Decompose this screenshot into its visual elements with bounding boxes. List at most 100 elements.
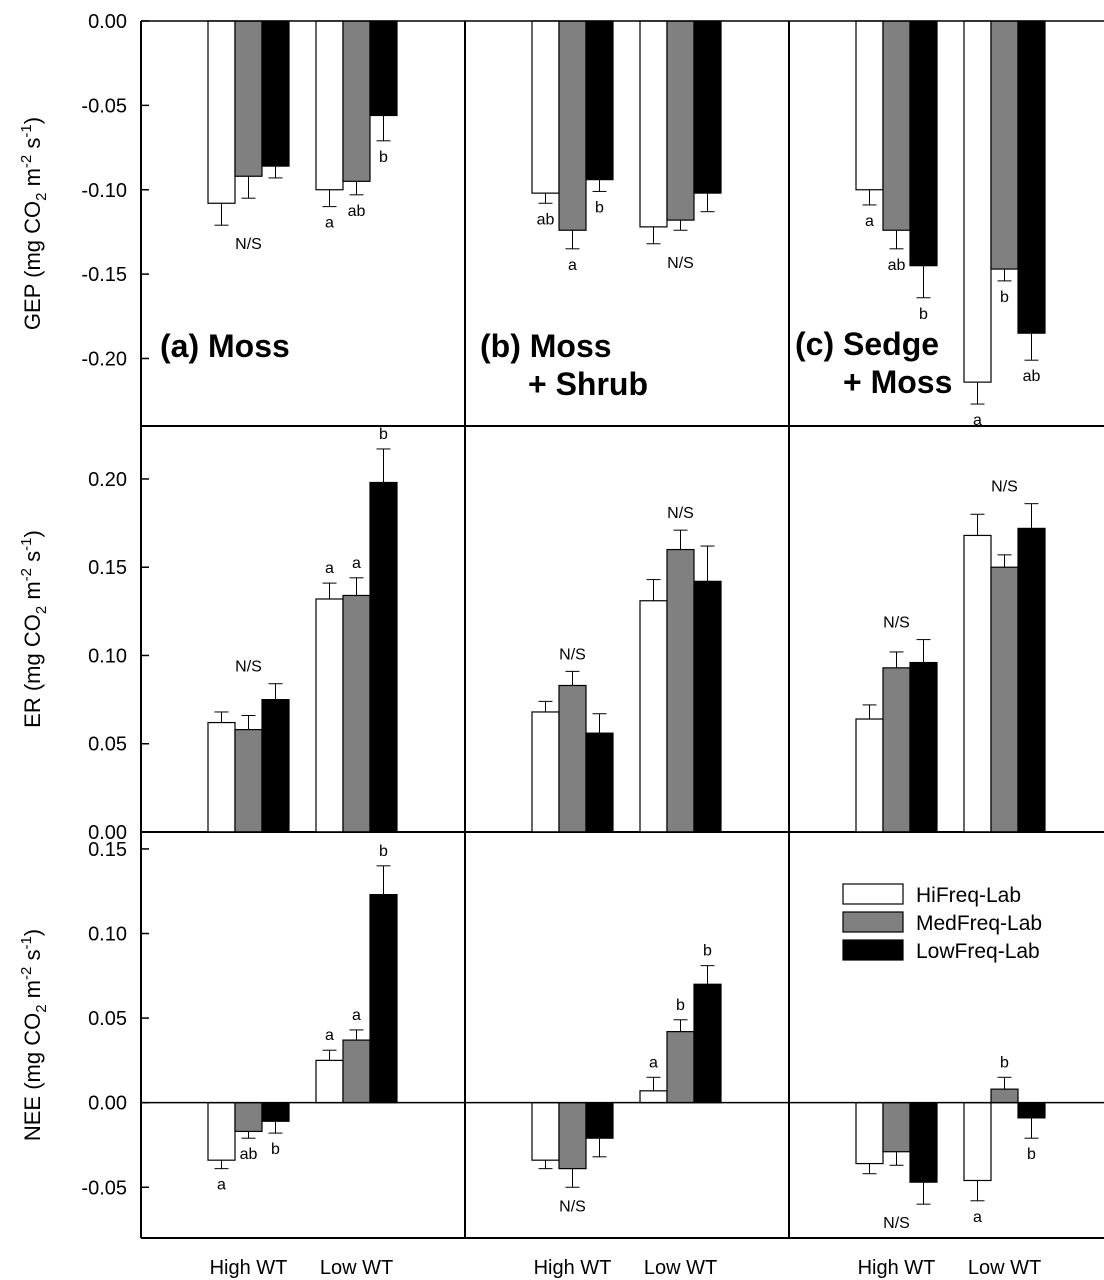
nee-panel-2-bar-lowfreq (585, 1102, 614, 1139)
gep-panel-3-bar-medfreq (990, 20, 1019, 270)
panel-title: (b) Moss (480, 328, 612, 364)
nee-panel-3-annotation: N/S (883, 1215, 910, 1232)
gep-panel-1-bar-hifreq (315, 20, 344, 191)
nee-panel-2-bar-medfreq (666, 1031, 695, 1104)
gep-ytick-label: -0.05 (81, 95, 127, 117)
gep-panel-1-annotation: b (379, 149, 388, 166)
nee-panel-1-annotation: b (271, 1141, 280, 1158)
bar-marks (207, 20, 1046, 1183)
er-panel-2-bar-medfreq (558, 684, 587, 833)
gep-panel-3-annotation: ab (888, 257, 906, 274)
nee-panel-1-bar-hifreq (207, 1102, 236, 1161)
nee-panel-1-annotation: a (217, 1177, 226, 1194)
error-bars (214, 115, 1039, 1205)
gep-panel-1-annotation: a (325, 215, 334, 232)
nee-panel-2-bar-lowfreq (693, 983, 722, 1104)
gep-panel-3-bar-hifreq (855, 20, 884, 191)
er-panel-2-bar-hifreq (639, 600, 668, 833)
gep-panel-3-annotation: ab (1023, 368, 1041, 385)
er-panel-1-bar-hifreq (207, 721, 236, 833)
nee-panel-3-bar-medfreq (990, 1088, 1019, 1104)
gep-panel-1-annotation: ab (348, 203, 366, 220)
er-panel-1-annotation: N/S (235, 659, 262, 676)
er-panel-1-bar-medfreq (234, 729, 263, 833)
legend-label-lowfreq: LowFreq-Lab (916, 940, 1040, 963)
gep-panel-1-bar-lowfreq (261, 20, 290, 167)
gep-panel-2-bar-medfreq (666, 20, 695, 221)
nee-panel-1-bar-medfreq (342, 1039, 371, 1104)
nee-ytick-label: 0.00 (88, 1093, 127, 1115)
nee-ytick-label: 0.15 (88, 839, 127, 861)
er-panel-2-bar-lowfreq (693, 580, 722, 833)
nee-panel-3-bar-medfreq (882, 1102, 911, 1153)
gep-ytick-label: -0.20 (81, 349, 127, 371)
gep-ytick-label: 0.00 (88, 11, 127, 33)
er-panel-2-bar-lowfreq (585, 732, 614, 833)
gep-ytick-label: -0.15 (81, 264, 127, 286)
nee-panel-3-annotation: a (973, 1209, 982, 1226)
nee-panel-1-annotation: a (325, 1027, 334, 1044)
gep-panel-2-bar-hifreq (531, 20, 560, 194)
panel-title: + Moss (843, 364, 952, 400)
gep-axis-label: GEP (mg CO2 m-2 s-1) (18, 117, 50, 330)
er-ytick-label: 0.00 (88, 822, 127, 844)
nee-panel-1-annotation: ab (240, 1146, 258, 1163)
panel-title: (a) Moss (160, 328, 290, 364)
nee-panel-3-bar-hifreq (855, 1102, 884, 1165)
legend-label-medfreq: MedFreq-Lab (916, 912, 1042, 935)
er-panel-3-bar-lowfreq (909, 661, 938, 833)
nee-panel-2-annotation: b (676, 997, 685, 1014)
gep-panel-2-annotation: b (595, 199, 604, 216)
nee-panel-1-bar-hifreq (315, 1059, 344, 1104)
nee-panel-3-bar-lowfreq (909, 1102, 938, 1183)
er-panel-1-annotation: b (379, 426, 388, 443)
x-category-label: High WT (534, 1257, 612, 1279)
gep-panel-1-bar-lowfreq (369, 20, 398, 117)
er-ytick-label: 0.20 (88, 469, 127, 491)
nee-ytick-label: 0.10 (88, 924, 127, 946)
gep-panel-3-bar-medfreq (882, 20, 911, 231)
panel-frames (140, 21, 1104, 1239)
x-category-label: Low WT (968, 1257, 1041, 1279)
axes (141, 20, 1104, 1188)
legend: HiFreq-Lab MedFreq-Lab LowFreq-Lab (842, 883, 1042, 963)
gep-panel-2-bar-medfreq (558, 20, 587, 231)
nee-panel-3-annotation: b (1000, 1054, 1009, 1071)
er-ytick-label: 0.05 (88, 734, 127, 756)
er-panel-2-bar-hifreq (531, 711, 560, 833)
gep-panel-3-annotation: b (1000, 289, 1009, 306)
nee-ytick-label: -0.05 (81, 1177, 127, 1199)
x-category-label: High WT (858, 1257, 936, 1279)
nee-panel-3-annotation: b (1027, 1146, 1036, 1163)
chart-text: 0.00 -0.05 -0.10 -0.15 -0.20 GEP (mg CO2 m-2 … (18, 11, 1041, 1279)
gep-panel-3-annotation: a (865, 213, 874, 230)
x-category-label: Low WT (644, 1257, 717, 1279)
er-panel-3-annotation: N/S (991, 479, 1018, 496)
gep-panel-2-annotation: ab (537, 211, 555, 228)
gep-panel-3-bar-hifreq (963, 20, 992, 383)
er-panel-1-annotation: a (325, 560, 334, 577)
legend-swatch-hifreq (842, 883, 904, 905)
legend-label-hifreq: HiFreq-Lab (916, 884, 1021, 907)
nee-axis-label: NEE (mg CO2 m-2 s-1) (18, 929, 50, 1141)
panel-title: (c) Sedge (795, 326, 939, 362)
gep-panel-1-bar-medfreq (342, 20, 371, 182)
er-panel-2-annotation: N/S (667, 505, 694, 522)
gep-panel-3-annotation: b (919, 306, 928, 323)
nee-panel-1-bar-medfreq (234, 1102, 263, 1133)
legend-swatch-lowfreq (842, 939, 904, 961)
nee-ytick-label: 0.05 (88, 1008, 127, 1030)
x-category-label: High WT (210, 1257, 288, 1279)
panel-title: + Shrub (528, 366, 648, 402)
gep-panel-3-bar-lowfreq (1017, 20, 1046, 334)
gep-panel-2-bar-lowfreq (693, 20, 722, 194)
er-panel-1-bar-lowfreq (261, 699, 290, 833)
er-ytick-label: 0.15 (88, 557, 127, 579)
nee-panel-1-bar-lowfreq (369, 893, 398, 1104)
er-axis-label: ER (mg CO2 m-2 s-1) (18, 530, 50, 728)
nee-panel-1-bar-lowfreq (261, 1102, 290, 1122)
nee-panel-2-bar-hifreq (531, 1102, 560, 1161)
er-panel-1-bar-lowfreq (369, 481, 398, 833)
er-ytick-label: 0.10 (88, 645, 127, 667)
